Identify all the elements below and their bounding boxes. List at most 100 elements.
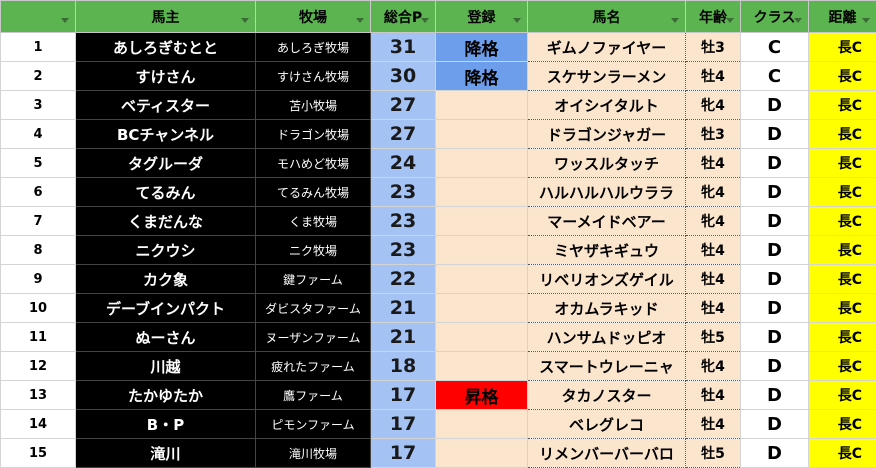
- age-cell: 牡3: [685, 32, 741, 62]
- class-cell: D: [740, 409, 809, 439]
- class-cell: D: [740, 177, 809, 207]
- distance-cell: 長C: [808, 148, 876, 178]
- table-row: 13 たかゆたか 鷹ファーム 17 昇格 タカノスター 牡4 D 長C: [0, 380, 876, 410]
- owner-cell: カク象: [75, 264, 256, 294]
- registration-cell: 昇格: [435, 380, 528, 410]
- distance-cell: 長C: [808, 206, 876, 236]
- owner-cell: ベティスター: [75, 90, 256, 120]
- class-cell: D: [740, 264, 809, 294]
- class-cell: D: [740, 148, 809, 178]
- owner-cell: ぬーさん: [75, 322, 256, 352]
- row-number: 6: [0, 177, 76, 207]
- class-cell: D: [740, 380, 809, 410]
- column-header: クラス: [740, 0, 809, 33]
- owner-cell: デーブインパクト: [75, 293, 256, 323]
- farm-cell: 滝川牧場: [255, 438, 371, 468]
- owner-cell: あしろぎむとと: [75, 32, 256, 62]
- farm-cell: すけさん牧場: [255, 61, 371, 91]
- farm-cell: あしろぎ牧場: [255, 32, 371, 62]
- owner-cell: タグルーダ: [75, 148, 256, 178]
- class-cell: D: [740, 351, 809, 381]
- row-number: 3: [0, 90, 76, 120]
- column-header: 年齢: [685, 0, 741, 33]
- farm-cell: ドラゴン牧場: [255, 119, 371, 149]
- registration-cell: [435, 90, 528, 120]
- row-number: 11: [0, 322, 76, 352]
- table-row: 12 川越 疲れたファーム 18 スマートウレーニャ 牝4 D 長C: [0, 351, 876, 381]
- points-cell: 23: [370, 177, 436, 207]
- horse-name-cell: ワッスルタッチ: [527, 148, 686, 178]
- horse-name-cell: スケサンラーメン: [527, 61, 686, 91]
- age-cell: 牝4: [685, 206, 741, 236]
- points-cell: 24: [370, 148, 436, 178]
- row-number: 8: [0, 235, 76, 265]
- farm-cell: 苫小牧場: [255, 90, 371, 120]
- horse-name-cell: リメンバーバーバロ: [527, 438, 686, 468]
- registration-cell: [435, 148, 528, 178]
- age-cell: 牡5: [685, 438, 741, 468]
- table-row: 9 カク象 鍵ファーム 22 リベリオンズゲイル 牡4 D 長C: [0, 264, 876, 294]
- column-header: 距離: [808, 0, 876, 33]
- row-number: 15: [0, 438, 76, 468]
- row-number: 13: [0, 380, 76, 410]
- points-cell: 27: [370, 119, 436, 149]
- row-number: 14: [0, 409, 76, 439]
- age-cell: 牝4: [685, 90, 741, 120]
- points-cell: 30: [370, 61, 436, 91]
- points-cell: 21: [370, 293, 436, 323]
- horse-name-cell: ベレグレコ: [527, 409, 686, 439]
- horse-name-cell: ハルハルハルウララ: [527, 177, 686, 207]
- table-row: 1 あしろぎむとと あしろぎ牧場 31 降格 ギムノファイヤー 牡3 C 長C: [0, 32, 876, 62]
- age-cell: 牡4: [685, 235, 741, 265]
- owner-cell: たかゆたか: [75, 380, 256, 410]
- distance-cell: 長C: [808, 380, 876, 410]
- column-header: 馬主: [75, 0, 256, 33]
- class-cell: D: [740, 235, 809, 265]
- farm-cell: ヌーザンファーム: [255, 322, 371, 352]
- age-cell: 牡5: [685, 322, 741, 352]
- horse-name-cell: スマートウレーニャ: [527, 351, 686, 381]
- age-cell: 牝4: [685, 351, 741, 381]
- owner-cell: ニクウシ: [75, 235, 256, 265]
- column-header: [0, 0, 76, 33]
- table-row: 11 ぬーさん ヌーザンファーム 21 ハンサムドッピオ 牡5 D 長C: [0, 322, 876, 352]
- registration-cell: [435, 322, 528, 352]
- farm-cell: 鍵ファーム: [255, 264, 371, 294]
- points-cell: 21: [370, 322, 436, 352]
- points-cell: 23: [370, 235, 436, 265]
- distance-cell: 長C: [808, 177, 876, 207]
- farm-cell: ダビスタファーム: [255, 293, 371, 323]
- points-cell: 22: [370, 264, 436, 294]
- age-cell: 牡4: [685, 148, 741, 178]
- column-header: 牧場: [255, 0, 371, 33]
- class-cell: D: [740, 322, 809, 352]
- farm-cell: 疲れたファーム: [255, 351, 371, 381]
- registration-cell: [435, 119, 528, 149]
- distance-cell: 長C: [808, 61, 876, 91]
- points-cell: 17: [370, 438, 436, 468]
- registration-cell: [435, 235, 528, 265]
- row-number: 5: [0, 148, 76, 178]
- farm-cell: くま牧場: [255, 206, 371, 236]
- distance-cell: 長C: [808, 90, 876, 120]
- class-cell: D: [740, 206, 809, 236]
- points-cell: 17: [370, 409, 436, 439]
- age-cell: 牝4: [685, 177, 741, 207]
- column-header: 馬名: [527, 0, 686, 33]
- horse-name-cell: オカムラキッド: [527, 293, 686, 323]
- farm-cell: ピモンファーム: [255, 409, 371, 439]
- owner-cell: B・P: [75, 409, 256, 439]
- age-cell: 牡4: [685, 409, 741, 439]
- table-row: 8 ニクウシ ニク牧場 23 ミヤザキギュウ 牡4 D 長C: [0, 235, 876, 265]
- row-number: 1: [0, 32, 76, 62]
- farm-cell: モハめど牧場: [255, 148, 371, 178]
- table-row: 5 タグルーダ モハめど牧場 24 ワッスルタッチ 牡4 D 長C: [0, 148, 876, 178]
- owner-cell: 川越: [75, 351, 256, 381]
- class-cell: D: [740, 438, 809, 468]
- class-cell: C: [740, 61, 809, 91]
- age-cell: 牡4: [685, 264, 741, 294]
- horse-name-cell: タカノスター: [527, 380, 686, 410]
- points-cell: 18: [370, 351, 436, 381]
- registration-cell: [435, 409, 528, 439]
